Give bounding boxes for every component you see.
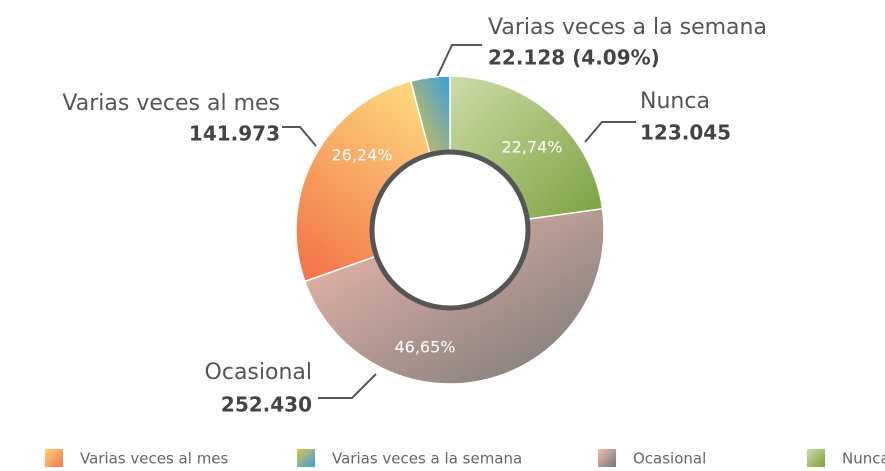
leader-line: [436, 44, 482, 78]
slice-name: Varias veces a la semana: [488, 15, 767, 40]
legend-label: Nunca: [842, 450, 885, 468]
slice-name: Ocasional: [205, 360, 312, 385]
leader-line: [584, 121, 636, 143]
legend-swatch: [598, 449, 616, 467]
percent-label: 26,24%: [331, 146, 392, 165]
slice-value: 22.128 (4.09%): [488, 46, 660, 70]
slice-value: 252.430: [221, 393, 312, 417]
leader-line: [282, 126, 317, 147]
percent-label: 22,74%: [501, 138, 562, 157]
leader-line: [318, 373, 377, 399]
legend-swatch: [807, 449, 825, 467]
percent-label: 46,65%: [394, 338, 455, 357]
legend-label: Varias veces al mes: [80, 450, 229, 468]
slice-name: Varias veces al mes: [62, 91, 280, 116]
slice-value: 141.973: [189, 122, 280, 146]
slice-name: Nunca: [640, 89, 710, 114]
slice-value: 123.045: [640, 121, 731, 145]
legend-label: Ocasional: [633, 450, 706, 468]
legend-swatch: [45, 449, 63, 467]
inner-ring: [369, 149, 531, 311]
legend-label: Varias veces a la semana: [332, 450, 522, 468]
legend-swatch: [297, 449, 315, 467]
